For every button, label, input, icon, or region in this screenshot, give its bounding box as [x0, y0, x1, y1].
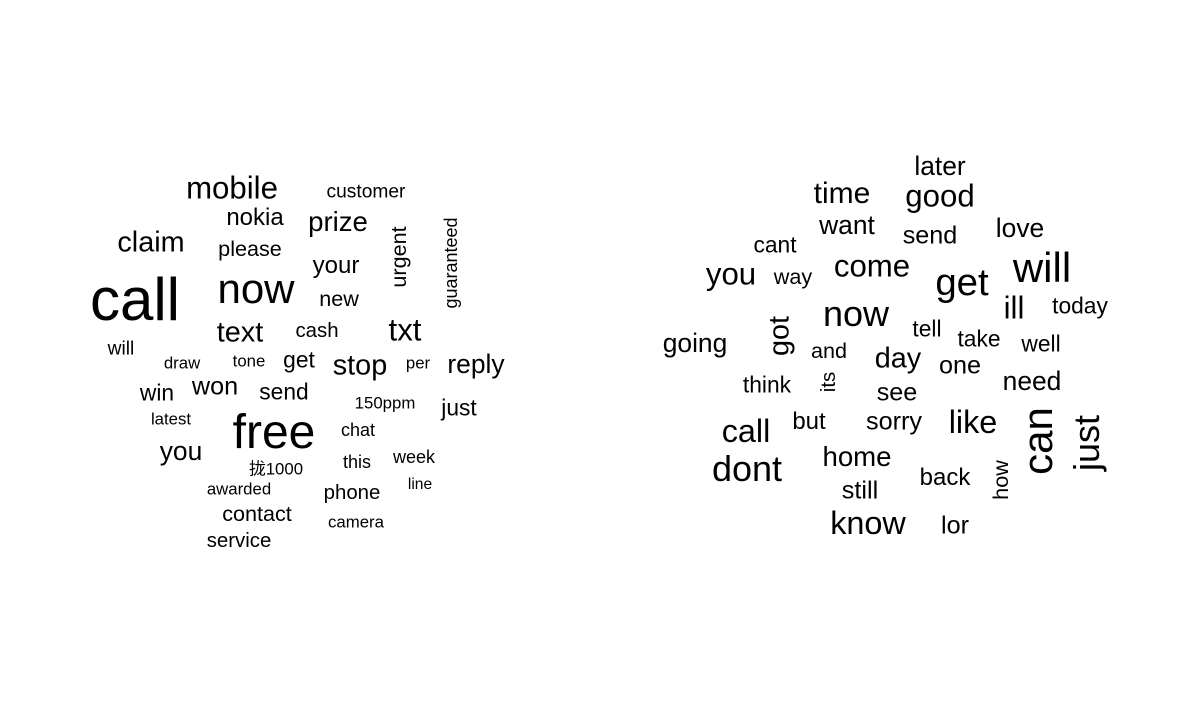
- word-right-36: way: [773, 264, 813, 290]
- word-left-1: free: [232, 406, 316, 459]
- word-left-31: per: [405, 353, 431, 373]
- word-left-26: guaranteed: [441, 217, 461, 309]
- word-left-3: mobile: [186, 170, 278, 206]
- word-right-5: dont: [711, 448, 783, 489]
- word-left-0: call: [89, 266, 181, 333]
- word-right-2: now: [822, 293, 890, 334]
- word-right-25: see: [876, 378, 918, 407]
- word-left-23: customer: [326, 181, 406, 203]
- word-left-34: latest: [150, 409, 192, 429]
- word-left-36: awarded: [206, 479, 272, 499]
- word-left-10: you: [159, 435, 203, 466]
- word-right-18: later: [914, 150, 966, 181]
- word-right-15: day: [874, 342, 922, 375]
- word-right-11: call: [721, 412, 771, 449]
- word-left-14: urgent: [386, 226, 412, 288]
- word-left-32: tone: [232, 351, 266, 371]
- word-right-33: tell: [912, 315, 942, 342]
- word-right-4: just: [1066, 414, 1107, 472]
- word-right-8: good: [905, 178, 975, 214]
- word-right-22: send: [902, 221, 958, 250]
- word-right-12: time: [813, 177, 871, 210]
- word-left-22: cash: [295, 319, 339, 342]
- word-right-9: come: [833, 248, 911, 284]
- word-right-23: one: [938, 351, 982, 380]
- word-right-38: how: [988, 460, 1014, 500]
- word-right-30: think: [742, 371, 792, 398]
- word-right-20: need: [1002, 365, 1062, 396]
- word-left-17: get: [283, 346, 315, 373]
- word-left-11: won: [191, 372, 239, 401]
- word-right-14: ill: [1003, 290, 1025, 326]
- word-left-37: 拢1000: [248, 459, 304, 479]
- word-left-13: nokia: [226, 204, 284, 231]
- word-right-28: back: [919, 464, 971, 491]
- word-left-25: service: [206, 529, 272, 552]
- word-left-8: prize: [308, 206, 368, 238]
- word-right-0: will: [1012, 244, 1072, 291]
- word-right-26: still: [841, 476, 879, 505]
- word-left-9: reply: [447, 348, 505, 379]
- word-left-39: line: [407, 476, 433, 494]
- word-left-38: camera: [328, 512, 384, 532]
- word-left-16: send: [259, 378, 309, 405]
- word-left-19: just: [441, 394, 477, 421]
- word-left-2: now: [217, 265, 295, 312]
- word-right-27: lor: [941, 511, 969, 540]
- word-right-16: home: [822, 441, 892, 473]
- word-right-13: got: [763, 315, 796, 357]
- word-right-31: today: [1052, 292, 1108, 319]
- word-left-4: txt: [388, 312, 422, 348]
- word-left-7: stop: [332, 349, 388, 382]
- word-right-34: well: [1021, 330, 1061, 357]
- word-left-29: week: [392, 447, 436, 467]
- word-right-17: want: [819, 209, 875, 240]
- word-right-39: its: [817, 371, 840, 393]
- word-left-33: 150ppm: [354, 393, 416, 413]
- word-left-20: contact: [222, 501, 292, 527]
- word-cloud-right: will get now can just dont know you good come like…: [600, 0, 1200, 720]
- word-left-28: this: [342, 452, 372, 472]
- word-right-19: love: [995, 212, 1045, 243]
- word-right-6: know: [830, 504, 906, 541]
- word-left-12: your: [312, 252, 360, 279]
- word-left-5: claim: [117, 226, 185, 259]
- word-right-35: cant: [753, 231, 797, 258]
- word-right-1: get: [935, 260, 989, 304]
- word-left-24: phone: [323, 481, 381, 504]
- word-right-3: can: [1014, 407, 1061, 475]
- word-left-15: please: [218, 236, 282, 262]
- word-left-30: will: [107, 338, 135, 360]
- word-right-29: but: [792, 408, 826, 435]
- word-right-7: you: [705, 256, 757, 292]
- word-left-27: chat: [340, 420, 376, 440]
- word-cloud-left: call free now mobile txt claim text stop prize re…: [89, 170, 505, 552]
- word-right-10: like: [948, 403, 998, 440]
- word-right-24: sorry: [866, 407, 922, 436]
- word-right-32: take: [957, 325, 1001, 352]
- word-left-6: text: [216, 316, 264, 349]
- word-right-21: going: [662, 327, 728, 358]
- word-right-37: and: [810, 338, 848, 364]
- word-left-21: new: [319, 286, 359, 312]
- word-left-35: draw: [163, 353, 201, 373]
- word-left-18: win: [139, 379, 175, 406]
